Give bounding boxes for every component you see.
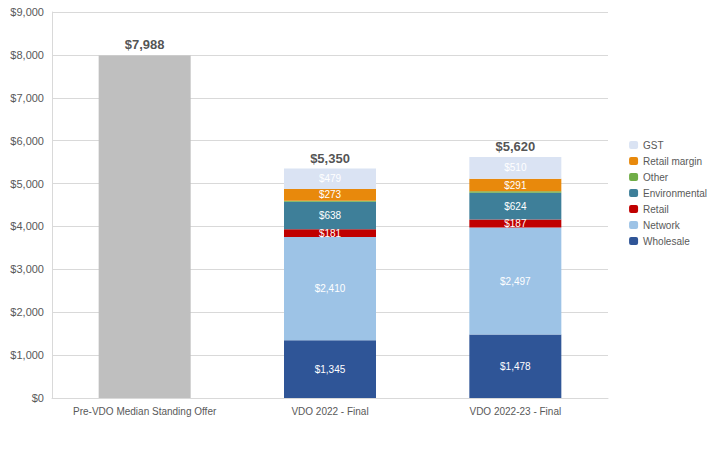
svg-text:$5,350: $5,350	[310, 151, 350, 166]
svg-text:$5,000: $5,000	[10, 178, 44, 190]
svg-text:GST: GST	[643, 140, 664, 151]
svg-text:$273: $273	[319, 189, 342, 200]
svg-text:$7,000: $7,000	[10, 92, 44, 104]
svg-text:$0: $0	[32, 392, 44, 404]
svg-text:$9,000: $9,000	[10, 6, 44, 18]
svg-text:$181: $181	[319, 228, 342, 239]
svg-text:$291: $291	[504, 180, 527, 191]
svg-text:$1,478: $1,478	[500, 361, 531, 372]
svg-text:$2,497: $2,497	[500, 276, 531, 287]
svg-text:$1,000: $1,000	[10, 349, 44, 361]
svg-text:$3,000: $3,000	[10, 263, 44, 275]
svg-text:Retail: Retail	[643, 204, 669, 215]
svg-text:Pre-VDO Median Standing Offer: Pre-VDO Median Standing Offer	[73, 406, 217, 417]
svg-text:$4,000: $4,000	[10, 220, 44, 232]
svg-text:VDO 2022 - Final: VDO 2022 - Final	[291, 406, 368, 417]
svg-text:$638: $638	[319, 210, 342, 221]
svg-text:$5,620: $5,620	[495, 139, 535, 154]
svg-text:$7,988: $7,988	[125, 37, 165, 52]
svg-text:Environmental: Environmental	[643, 188, 707, 199]
svg-text:$8,000: $8,000	[10, 49, 44, 61]
svg-text:$510: $510	[504, 162, 527, 173]
svg-text:$6,000: $6,000	[10, 135, 44, 147]
svg-text:$1,345: $1,345	[315, 364, 346, 375]
svg-text:$187: $187	[504, 218, 527, 229]
svg-text:$624: $624	[504, 201, 527, 212]
svg-text:VDO 2022-23 - Final: VDO 2022-23 - Final	[469, 406, 561, 417]
svg-text:Network: Network	[643, 220, 681, 231]
svg-text:$2,000: $2,000	[10, 306, 44, 318]
svg-text:$479: $479	[319, 173, 342, 184]
svg-text:Wholesale: Wholesale	[643, 236, 690, 247]
svg-text:$2,410: $2,410	[315, 283, 346, 294]
svg-text:Other: Other	[643, 172, 669, 183]
svg-text:Retail margin: Retail margin	[643, 156, 702, 167]
